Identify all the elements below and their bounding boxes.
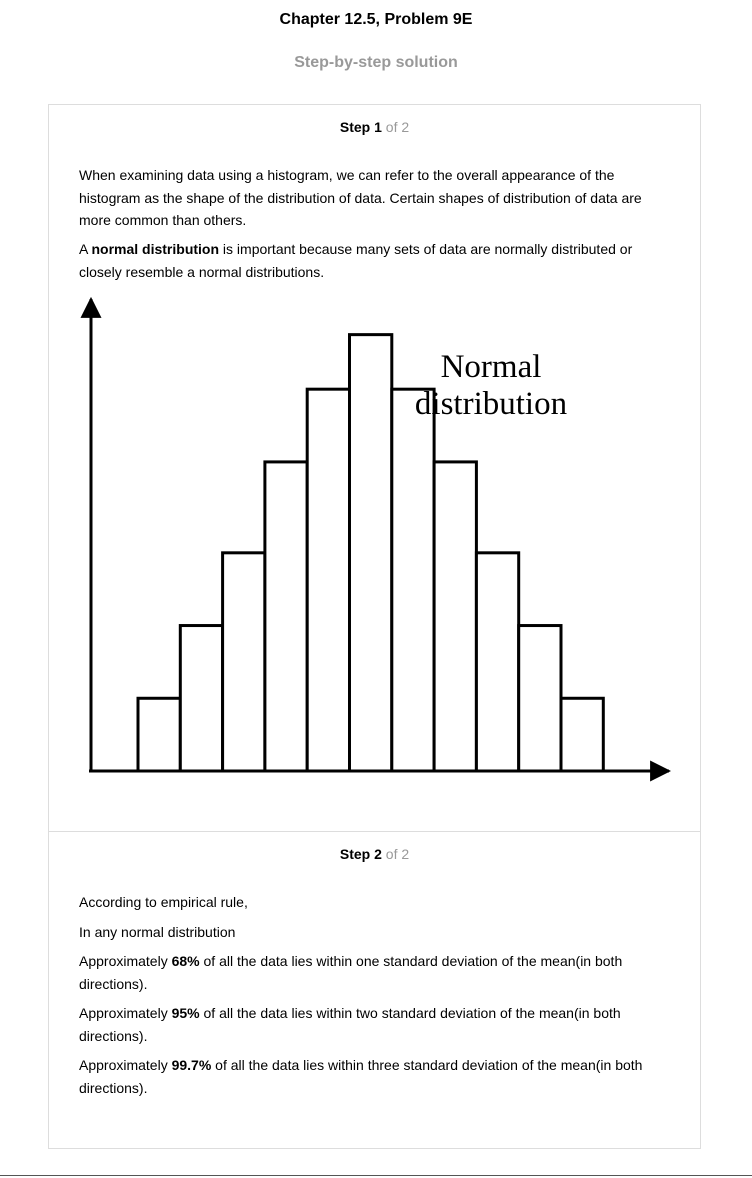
histogram-bar-6 bbox=[348, 333, 394, 773]
histogram-bar-3 bbox=[221, 551, 267, 773]
histogram-bars bbox=[136, 333, 605, 773]
step-divider bbox=[49, 831, 700, 832]
normal-distribution-histogram: Normal distribution bbox=[80, 296, 672, 782]
step-1-of: of 2 bbox=[385, 119, 410, 135]
histogram-bar-1 bbox=[136, 696, 182, 773]
step-1-header: Step 1 of 2 bbox=[49, 119, 700, 135]
step-2-paragraph-68: Approximately 68% of all the data lies w… bbox=[79, 953, 623, 992]
histogram-bar-4 bbox=[263, 460, 309, 773]
histogram-bar-9 bbox=[474, 551, 521, 773]
step-2-of: of 2 bbox=[385, 846, 410, 862]
normal-distribution-term: normal distribution bbox=[91, 241, 220, 257]
step-1-paragraph-1: When examining data using a histogram, w… bbox=[79, 167, 642, 228]
histogram-bar-10 bbox=[517, 624, 563, 773]
step-2-paragraph-95: Approximately 95% of all the data lies w… bbox=[79, 1005, 621, 1044]
histogram-bar-8 bbox=[432, 460, 478, 773]
chart-title-line-1: Normal bbox=[441, 349, 542, 385]
step-2-paragraph-2: In any normal distribution bbox=[79, 924, 236, 940]
page-title: Chapter 12.5, Problem 9E bbox=[279, 11, 473, 28]
step-2-label: Step 2 bbox=[339, 846, 382, 862]
chart-title-line-2: distribution bbox=[415, 386, 567, 422]
percent-68: 68% bbox=[171, 953, 200, 969]
step-1-paragraph-2: A normal distribution is important becau… bbox=[79, 241, 633, 280]
histogram-bar-7 bbox=[390, 387, 436, 773]
percent-95: 95% bbox=[171, 1005, 200, 1021]
step-2-paragraph-99-7: Approximately 99.7% of all the data lies… bbox=[79, 1057, 643, 1096]
step-2-header: Step 2 of 2 bbox=[49, 846, 700, 862]
step-2-paragraph-1: According to empirical rule, bbox=[79, 894, 248, 910]
histogram-bar-5 bbox=[305, 387, 351, 773]
histogram-bar-11 bbox=[559, 696, 605, 773]
solution-subtitle: Step-by-step solution bbox=[294, 54, 458, 71]
page-bottom-border bbox=[0, 1175, 752, 1176]
histogram-bar-2 bbox=[178, 624, 225, 773]
percent-99-7: 99.7% bbox=[171, 1057, 212, 1073]
step-1-label: Step 1 bbox=[339, 119, 382, 135]
solution-card: Step 1 of 2 When examining data using a … bbox=[48, 104, 701, 1149]
